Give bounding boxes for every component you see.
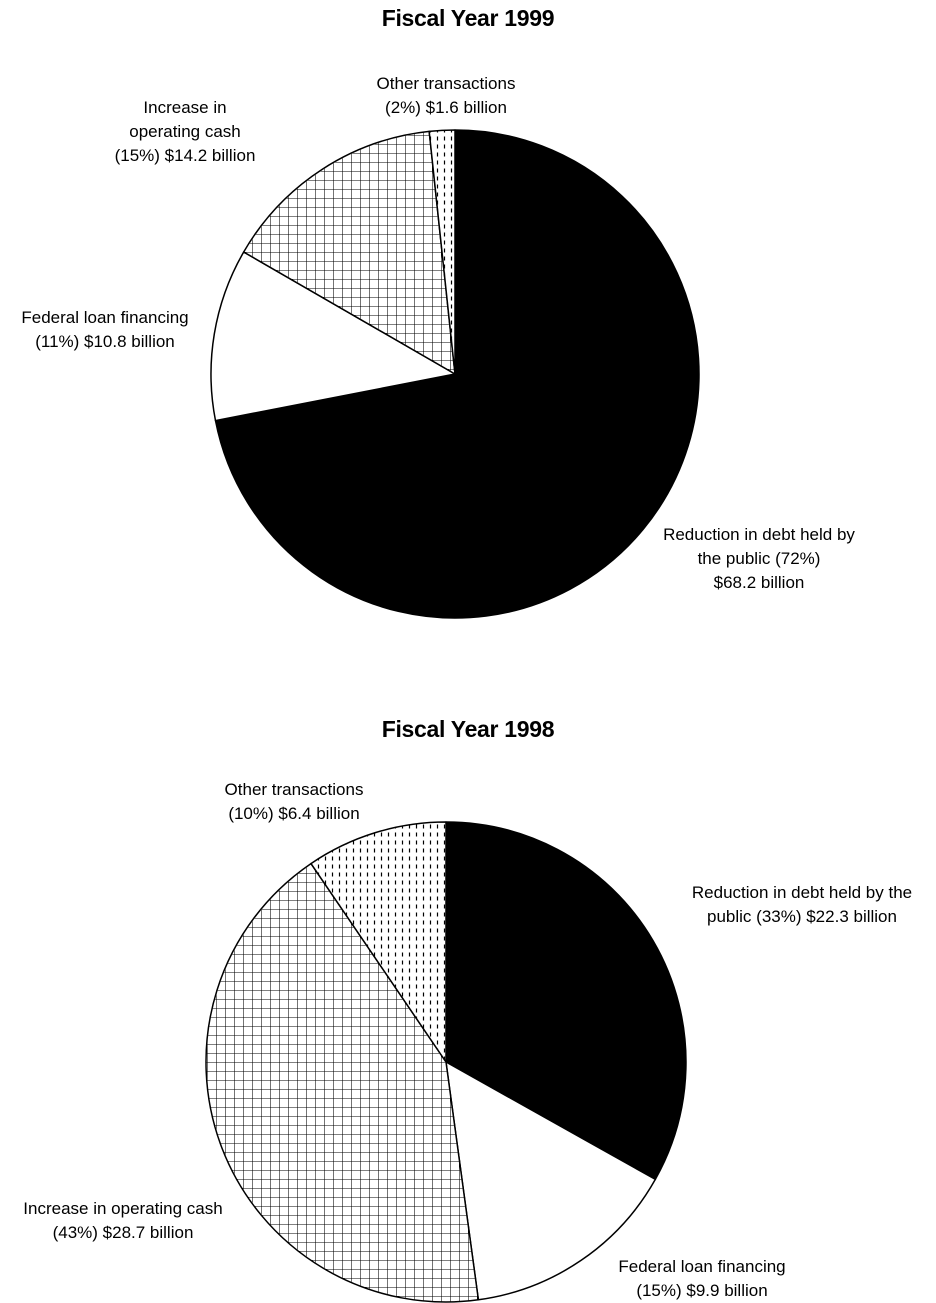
pie-slice-1998-other xyxy=(310,821,447,1063)
chart-title-1999: Fiscal Year 1999 xyxy=(381,5,555,31)
slice-label-1998-cash: Increase in operating cash (43%) $28.7 b… xyxy=(23,1199,223,1242)
pie-slice-1998-cash xyxy=(205,862,480,1303)
pie-slice-1998-loan xyxy=(445,1061,657,1301)
slice-label-1999-loan: Federal loan financing (11%) $10.8 billi… xyxy=(21,308,189,351)
pie-slice-1999-debt xyxy=(214,129,700,619)
slice-label-1999-cash: Increase in operating cash (15%) $14.2 b… xyxy=(114,98,256,165)
slice-label-1998-debt: Reduction in debt held by the public (33… xyxy=(691,883,913,926)
pie-slice-1999-other xyxy=(428,129,456,375)
pie-slice-1999-cash xyxy=(242,130,456,375)
slice-label-1999-other: Other transactions (2%) $1.6 billion xyxy=(376,74,516,117)
slice-label-1998-loan: Federal loan financing (15%) $9.9 billio… xyxy=(618,1257,786,1300)
slice-label-1998-other: Other transactions (10%) $6.4 billion xyxy=(224,780,364,823)
pie-slice-1999-loan xyxy=(210,251,456,422)
chart-title-1998: Fiscal Year 1998 xyxy=(381,716,555,742)
slice-label-1999-debt: Reduction in debt held by the public (72… xyxy=(663,525,855,592)
pie-slice-1998-debt xyxy=(445,821,687,1181)
